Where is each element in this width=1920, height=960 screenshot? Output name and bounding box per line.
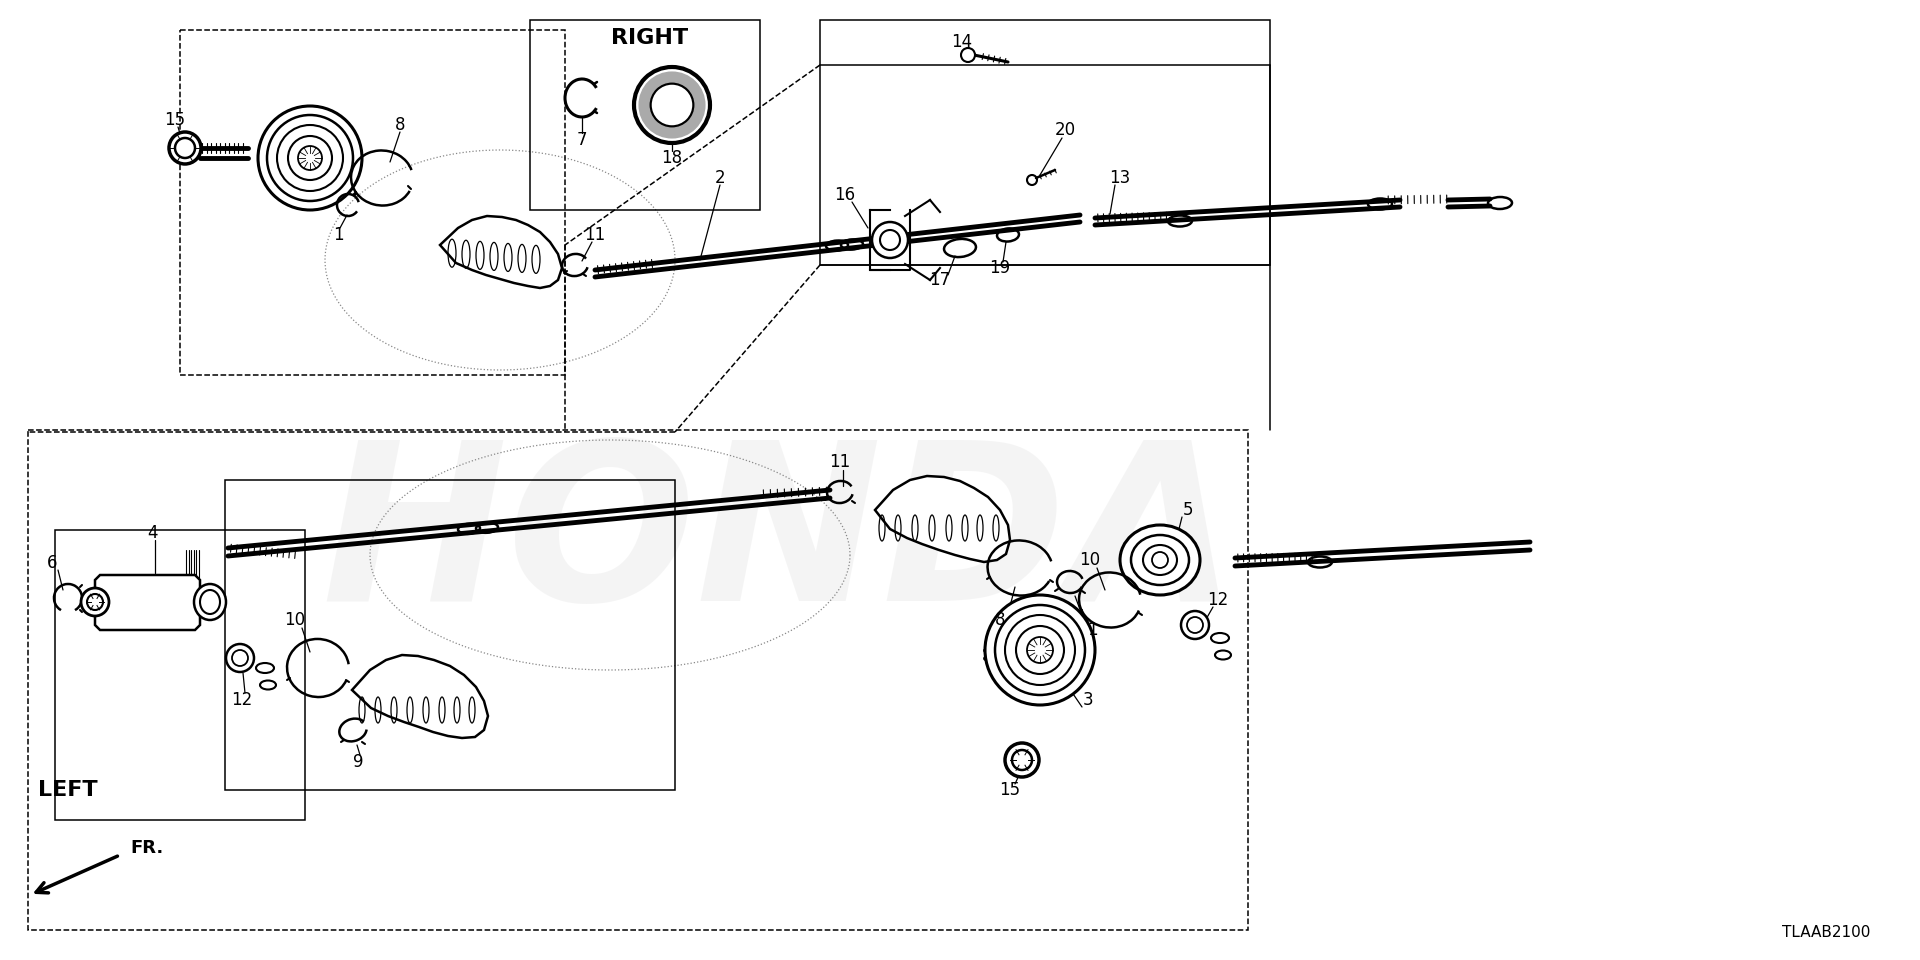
Text: 12: 12 <box>1208 591 1229 609</box>
Text: 19: 19 <box>989 259 1010 277</box>
Text: 8: 8 <box>396 116 405 134</box>
Text: 7: 7 <box>576 131 588 149</box>
Circle shape <box>651 83 693 127</box>
Text: 8: 8 <box>995 611 1006 629</box>
Text: 4: 4 <box>146 524 157 542</box>
Text: 9: 9 <box>353 753 363 771</box>
Circle shape <box>257 106 363 210</box>
Ellipse shape <box>1119 525 1200 595</box>
Ellipse shape <box>194 584 227 620</box>
Text: 16: 16 <box>835 186 856 204</box>
Text: 15: 15 <box>1000 781 1021 799</box>
Text: 20: 20 <box>1054 121 1075 139</box>
Text: 2: 2 <box>714 169 726 187</box>
Text: 12: 12 <box>232 691 253 709</box>
Text: 15: 15 <box>165 111 186 129</box>
Polygon shape <box>876 476 1010 562</box>
Text: 3: 3 <box>1083 691 1092 709</box>
Circle shape <box>1027 637 1052 663</box>
Circle shape <box>634 67 710 143</box>
Circle shape <box>298 146 323 170</box>
Circle shape <box>169 132 202 164</box>
Text: 17: 17 <box>929 271 950 289</box>
Circle shape <box>288 136 332 180</box>
Text: TLAAB2100: TLAAB2100 <box>1782 925 1870 940</box>
Text: 6: 6 <box>46 554 58 572</box>
Text: 1: 1 <box>332 226 344 244</box>
Ellipse shape <box>1212 633 1229 643</box>
Text: 13: 13 <box>1110 169 1131 187</box>
Text: 11: 11 <box>584 226 605 244</box>
Polygon shape <box>94 575 200 630</box>
Text: 10: 10 <box>1079 551 1100 569</box>
Polygon shape <box>440 216 563 288</box>
Ellipse shape <box>259 681 276 689</box>
Polygon shape <box>351 655 488 738</box>
Text: FR.: FR. <box>131 839 163 857</box>
Circle shape <box>81 588 109 616</box>
Bar <box>29 430 1248 930</box>
Circle shape <box>1181 611 1210 639</box>
Bar <box>820 20 1269 265</box>
Circle shape <box>962 48 975 62</box>
Text: 10: 10 <box>284 611 305 629</box>
Bar <box>180 30 564 375</box>
Circle shape <box>1004 615 1075 685</box>
Ellipse shape <box>1215 651 1231 660</box>
Bar <box>56 530 305 820</box>
Circle shape <box>995 605 1085 695</box>
Text: 5: 5 <box>1183 501 1192 519</box>
Text: LEFT: LEFT <box>38 780 98 800</box>
Circle shape <box>227 644 253 672</box>
Text: 1: 1 <box>1087 621 1098 639</box>
Circle shape <box>1004 743 1039 777</box>
Ellipse shape <box>1142 545 1177 575</box>
Text: RIGHT: RIGHT <box>611 28 689 48</box>
Circle shape <box>872 222 908 258</box>
Circle shape <box>985 595 1094 705</box>
Bar <box>530 20 760 210</box>
Text: 11: 11 <box>829 453 851 471</box>
Circle shape <box>276 125 344 191</box>
Text: 18: 18 <box>660 149 684 167</box>
Text: 14: 14 <box>952 33 973 51</box>
Circle shape <box>267 115 353 201</box>
Text: HONDA: HONDA <box>321 433 1238 647</box>
Bar <box>225 480 676 790</box>
Circle shape <box>1016 626 1064 674</box>
Ellipse shape <box>255 663 275 673</box>
Ellipse shape <box>1131 535 1188 585</box>
